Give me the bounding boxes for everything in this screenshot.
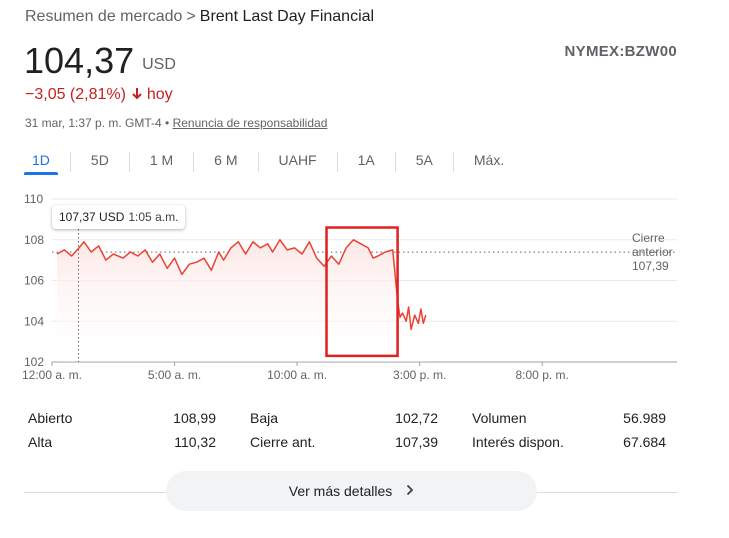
exchange-label: NYMEX: bbox=[564, 43, 625, 60]
stat-value: 108,99 bbox=[173, 410, 216, 426]
tab-divider bbox=[452, 152, 454, 172]
timestamp-text: 31 mar, 1:37 p. m. GMT-4 bbox=[25, 116, 162, 130]
range-tabs: 1D 5D 1 M 6 M UAHF 1A 5A Máx. bbox=[24, 150, 512, 175]
tab-divider bbox=[257, 152, 259, 172]
tab-1y[interactable]: 1A bbox=[357, 152, 375, 168]
y-tick-label: 110 bbox=[24, 192, 43, 206]
chart-tooltip: 107,37 USD 1:05 a.m. bbox=[52, 205, 186, 229]
y-tick-label: 108 bbox=[24, 233, 44, 247]
stats-row: Alta 110,32 Cierre ant. 107,39 Interés d… bbox=[28, 430, 668, 454]
tab-5y[interactable]: 5A bbox=[415, 152, 433, 168]
breadcrumb-parent[interactable]: Resumen de mercado bbox=[25, 8, 183, 25]
tab-5d[interactable]: 5D bbox=[90, 152, 109, 168]
symbol-label: BZW00 bbox=[624, 43, 677, 60]
stats-row: Abierto 108,99 Baja 102,72 Volumen 56.98… bbox=[28, 406, 668, 430]
tab-divider bbox=[394, 152, 396, 172]
tab-1d[interactable]: 1D bbox=[24, 150, 58, 175]
quote-timestamp: 31 mar, 1:37 p. m. GMT-4 • Renuncia de r… bbox=[25, 116, 327, 130]
stat-label: Volumen bbox=[472, 410, 527, 426]
more-details-label: Ver más detalles bbox=[288, 483, 393, 499]
tab-max[interactable]: Máx. bbox=[473, 152, 505, 168]
stat-label: Alta bbox=[28, 434, 53, 450]
stat-label: Interés dispon. bbox=[472, 434, 564, 450]
previous-close-label: Cierre bbox=[632, 231, 665, 245]
breadcrumb: Resumen de mercado > Brent Last Day Financ… bbox=[25, 8, 374, 26]
stats-table: Abierto 108,99 Baja 102,72 Volumen 56.98… bbox=[28, 406, 668, 454]
stat-value: 67.684 bbox=[623, 434, 666, 450]
tab-6m[interactable]: 6 M bbox=[214, 152, 238, 168]
stat-label: Abierto bbox=[28, 410, 73, 426]
price-value: 104,37 bbox=[24, 40, 135, 81]
chevron-right-icon bbox=[406, 483, 414, 499]
tab-divider bbox=[336, 152, 338, 172]
disclaimer-link[interactable]: Renuncia de responsabilidad bbox=[172, 116, 328, 130]
stat-label: Cierre ant. bbox=[250, 434, 316, 450]
more-details-button[interactable]: Ver más detalles bbox=[166, 471, 537, 511]
tooltip-time: 1:05 a.m. bbox=[128, 210, 179, 224]
previous-close-label: anterior bbox=[632, 245, 673, 259]
tab-1m[interactable]: 1 M bbox=[149, 152, 174, 168]
price-area bbox=[56, 239, 426, 362]
previous-close-label: 107,39 bbox=[632, 259, 669, 273]
change-value: −3,05 (2,81%) bbox=[25, 86, 126, 103]
stat-label: Baja bbox=[250, 410, 279, 426]
stat-value: 107,39 bbox=[395, 434, 438, 450]
y-tick-label: 106 bbox=[24, 274, 44, 288]
x-tick-label: 8:00 p. m. bbox=[516, 368, 569, 382]
tab-divider bbox=[193, 152, 195, 172]
change-period: hoy bbox=[146, 86, 173, 103]
breadcrumb-current: Brent Last Day Financial bbox=[199, 8, 375, 25]
stat-value: 56.989 bbox=[623, 410, 666, 426]
stat-value: 110,32 bbox=[174, 434, 216, 450]
breadcrumb-separator: > bbox=[186, 8, 196, 25]
tab-ytd[interactable]: UAHF bbox=[278, 152, 317, 168]
price-currency: USD bbox=[142, 56, 176, 73]
ticker-symbol: NYMEX:BZW00 bbox=[565, 43, 677, 60]
y-tick-label: 102 bbox=[24, 355, 44, 369]
x-tick-label: 10:00 a. m. bbox=[267, 368, 327, 382]
tab-divider bbox=[128, 152, 130, 172]
y-tick-label: 104 bbox=[24, 314, 44, 328]
x-tick-label: 3:00 p. m. bbox=[393, 368, 446, 382]
x-tick-label: 12:00 a. m. bbox=[22, 368, 82, 382]
price-change: −3,05 (2,81%) hoy bbox=[25, 86, 173, 104]
stat-value: 102,72 bbox=[395, 410, 438, 426]
current-price: 104,37 USD bbox=[24, 40, 176, 82]
tooltip-value: 107,37 USD bbox=[59, 210, 125, 224]
highlight-box bbox=[325, 226, 399, 358]
meta-bullet: • bbox=[161, 116, 173, 130]
tab-divider bbox=[69, 152, 71, 172]
x-tick-label: 5:00 a. m. bbox=[148, 368, 201, 382]
arrow-down-icon bbox=[132, 86, 143, 104]
